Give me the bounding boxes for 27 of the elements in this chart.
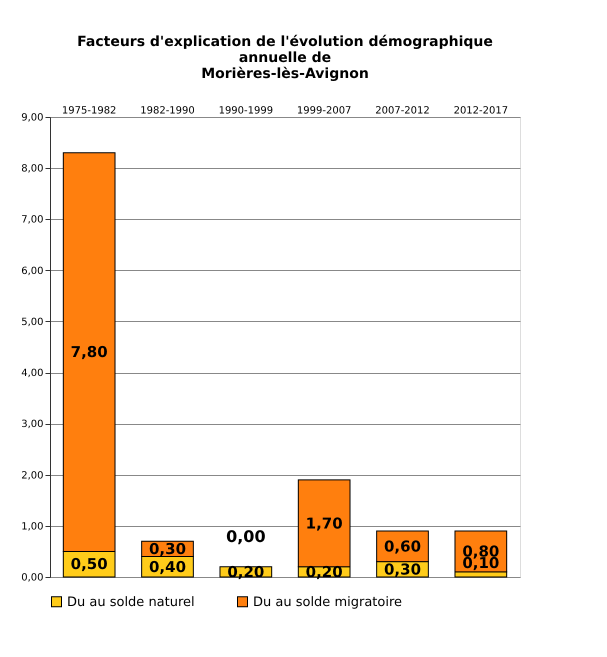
y-tick-label: 7,00	[21, 214, 44, 226]
y-tick-label: 5,00	[21, 316, 44, 328]
x-tick-label: 1999-2007	[296, 106, 352, 116]
y-tick-label: 4,00	[21, 368, 44, 380]
data-label: 0,50	[70, 555, 108, 574]
chart-title: Facteurs d'explication de l'évolution démographique annuelle de Morières-lès-Avignon	[77, 34, 493, 82]
legend-label: Du au solde migratoire	[253, 594, 402, 610]
x-tick-label: 1982-1990	[140, 106, 195, 116]
y-tick-label: 0,00	[21, 572, 44, 584]
data-label: 0,30	[148, 540, 186, 558]
x-tick-label: 2007-2012	[375, 106, 430, 116]
y-tick-label: 3,00	[21, 419, 44, 430]
x-tick-label: 1990-1999	[218, 106, 274, 116]
data-label: 0,00	[226, 526, 266, 546]
data-label: 7,80	[70, 343, 108, 362]
y-tick-label: 1,00	[21, 521, 44, 532]
x-tick-label: 1975-1982	[62, 106, 116, 116]
x-tick-label: 2012-2017	[454, 106, 508, 116]
y-tick-label: 2,00	[21, 470, 44, 482]
y-tick-label: 9,00	[21, 112, 44, 124]
data-label: 0,40	[148, 558, 186, 576]
y-tick-label: 6,00	[21, 266, 44, 277]
legend-label: Du au solde naturel	[67, 594, 195, 610]
data-label: 0,30	[384, 560, 422, 578]
y-tick-label: 8,00	[21, 164, 44, 175]
data-label: 1,70	[306, 514, 343, 532]
data-label: 0,60	[384, 537, 422, 556]
